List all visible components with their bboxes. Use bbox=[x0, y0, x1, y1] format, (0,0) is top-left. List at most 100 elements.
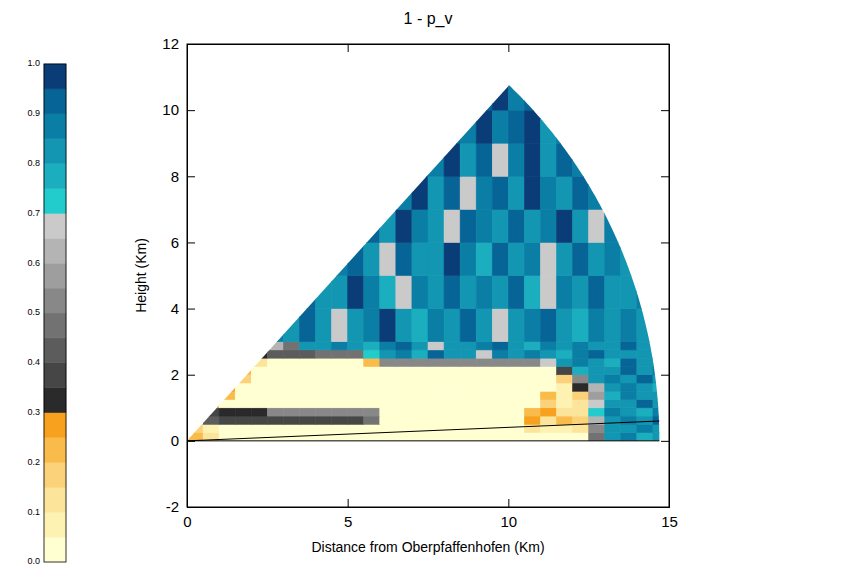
y-axis: -2024681012 bbox=[162, 35, 195, 515]
heatmap-cell bbox=[524, 143, 540, 176]
tick bbox=[661, 375, 669, 376]
heatmap-cell bbox=[283, 342, 299, 350]
tick bbox=[661, 242, 669, 243]
heatmap-cell bbox=[621, 400, 637, 408]
heatmap-cell bbox=[540, 309, 556, 342]
heatmap-cell bbox=[508, 383, 524, 391]
tick-mark bbox=[508, 44, 509, 52]
axis-line bbox=[188, 499, 670, 508]
heatmap-cell bbox=[412, 350, 428, 358]
heatmap-cell bbox=[557, 276, 573, 309]
heatmap-cell bbox=[524, 383, 540, 391]
heatmap-cell bbox=[396, 242, 412, 275]
tick: 12 bbox=[162, 35, 195, 52]
heatmap-cell bbox=[524, 366, 540, 374]
heatmap-cell bbox=[364, 391, 380, 399]
heatmap-cell bbox=[348, 383, 364, 391]
heatmap-cell bbox=[508, 110, 524, 143]
tick-label: 15 bbox=[661, 513, 678, 530]
heatmap-cell bbox=[380, 242, 396, 275]
heatmap-cell bbox=[428, 408, 444, 416]
chart-title: 1 - p_v bbox=[404, 10, 453, 28]
heatmap-cell bbox=[316, 408, 332, 416]
x-axis-title: Distance from Oberpfaffenhofen (Km) bbox=[311, 539, 544, 555]
heatmap-cell bbox=[203, 408, 219, 416]
heatmap-cell bbox=[348, 416, 364, 424]
tick: 10 bbox=[500, 499, 517, 530]
heatmap-cell bbox=[460, 350, 476, 358]
heatmap-cell bbox=[283, 400, 299, 408]
heatmap-cell bbox=[460, 358, 476, 366]
heatmap-cell bbox=[540, 358, 556, 366]
tick bbox=[661, 110, 669, 111]
heatmap-cell bbox=[557, 209, 573, 242]
heatmap-cell bbox=[637, 276, 653, 309]
heatmap-cell bbox=[396, 391, 412, 399]
heatmap-cell bbox=[508, 342, 524, 350]
heatmap-cell bbox=[621, 375, 637, 383]
heatmap-cell bbox=[235, 400, 251, 408]
heatmap-cell bbox=[412, 176, 428, 209]
heatmap-cell bbox=[444, 309, 460, 342]
heatmap-cell bbox=[444, 375, 460, 383]
heatmap-cell bbox=[412, 391, 428, 399]
colorbar-band bbox=[44, 64, 66, 89]
heatmap-cell bbox=[444, 143, 460, 176]
heatmap-cell bbox=[380, 433, 396, 441]
colorbar: 0.00.10.20.30.40.50.60.70.80.91.0 bbox=[27, 58, 66, 566]
heatmap-cell bbox=[444, 110, 460, 143]
heatmap-cell bbox=[316, 375, 332, 383]
heatmap-cell bbox=[637, 424, 653, 432]
heatmap-cell bbox=[299, 309, 315, 342]
tick bbox=[661, 441, 669, 442]
heatmap-cell bbox=[364, 375, 380, 383]
heatmap-cell bbox=[299, 375, 315, 383]
heatmap-cell bbox=[557, 350, 573, 358]
heatmap-cell bbox=[332, 391, 348, 399]
heatmap-cell bbox=[380, 358, 396, 366]
heatmap-cell bbox=[283, 375, 299, 383]
heatmap-cell bbox=[412, 358, 428, 366]
heatmap-cell bbox=[540, 366, 556, 374]
heatmap-cell bbox=[316, 342, 332, 350]
heatmap-cell bbox=[637, 433, 653, 441]
heatmap-cell bbox=[637, 342, 653, 350]
colorbar-band bbox=[44, 363, 66, 388]
heatmap-cell bbox=[396, 375, 412, 383]
heatmap-cell bbox=[540, 391, 556, 399]
tick-mark bbox=[187, 110, 195, 111]
heatmap-cell bbox=[589, 408, 605, 416]
heatmap-cell bbox=[396, 342, 412, 350]
heatmap-cell bbox=[396, 383, 412, 391]
heatmap-cell bbox=[621, 424, 637, 432]
heatmap-cell bbox=[492, 342, 508, 350]
heatmap-cell bbox=[283, 383, 299, 391]
heatmap-cell bbox=[653, 358, 669, 366]
heatmap-cell bbox=[444, 408, 460, 416]
heatmap-cell bbox=[476, 358, 492, 366]
heatmap-cell bbox=[557, 433, 573, 441]
heatmap-cell bbox=[605, 375, 621, 383]
tick-label: 12 bbox=[162, 35, 179, 52]
heatmap-cell bbox=[332, 408, 348, 416]
tick-label: 0 bbox=[171, 432, 179, 449]
heatmap-cell bbox=[492, 209, 508, 242]
heatmap-cell bbox=[508, 209, 524, 242]
heatmap-cell bbox=[589, 433, 605, 441]
heatmap-cell bbox=[428, 143, 444, 176]
tick-mark bbox=[661, 309, 669, 310]
heatmap-cell bbox=[380, 408, 396, 416]
axis-line bbox=[188, 45, 196, 508]
heatmap-cell bbox=[605, 391, 621, 399]
tick: -2 bbox=[166, 498, 195, 515]
heatmap-cell bbox=[444, 242, 460, 275]
heatmap-cell bbox=[444, 358, 460, 366]
heatmap-cell bbox=[364, 358, 380, 366]
colorbar-tick-label: 0.9 bbox=[27, 108, 40, 118]
heatmap-cell bbox=[573, 176, 589, 209]
heatmap-cell bbox=[428, 400, 444, 408]
heatmap-cell bbox=[332, 416, 348, 424]
heatmap-cell bbox=[428, 276, 444, 309]
heatmap-cell bbox=[540, 110, 556, 143]
heatmap-cell bbox=[557, 408, 573, 416]
